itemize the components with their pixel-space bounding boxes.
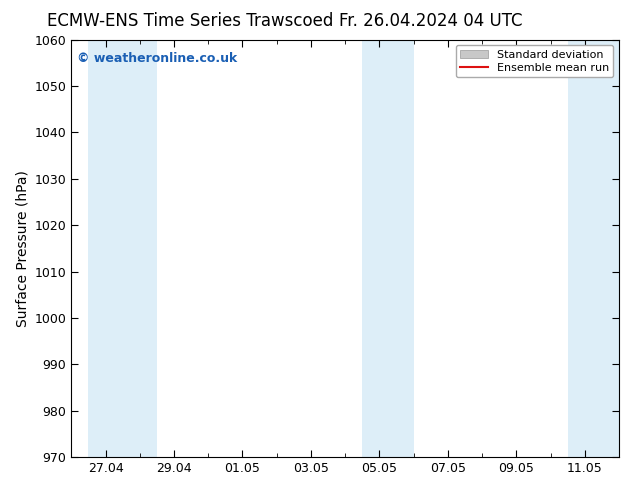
Text: © weatheronline.co.uk: © weatheronline.co.uk bbox=[77, 52, 237, 65]
Text: ECMW-ENS Time Series Trawscoed: ECMW-ENS Time Series Trawscoed bbox=[47, 12, 333, 30]
Text: Fr. 26.04.2024 04 UTC: Fr. 26.04.2024 04 UTC bbox=[339, 12, 523, 30]
Bar bbox=[567, 40, 619, 457]
Y-axis label: Surface Pressure (hPa): Surface Pressure (hPa) bbox=[15, 170, 29, 327]
Bar bbox=[362, 40, 413, 457]
Bar bbox=[88, 40, 157, 457]
Legend: Standard deviation, Ensemble mean run: Standard deviation, Ensemble mean run bbox=[456, 45, 614, 77]
